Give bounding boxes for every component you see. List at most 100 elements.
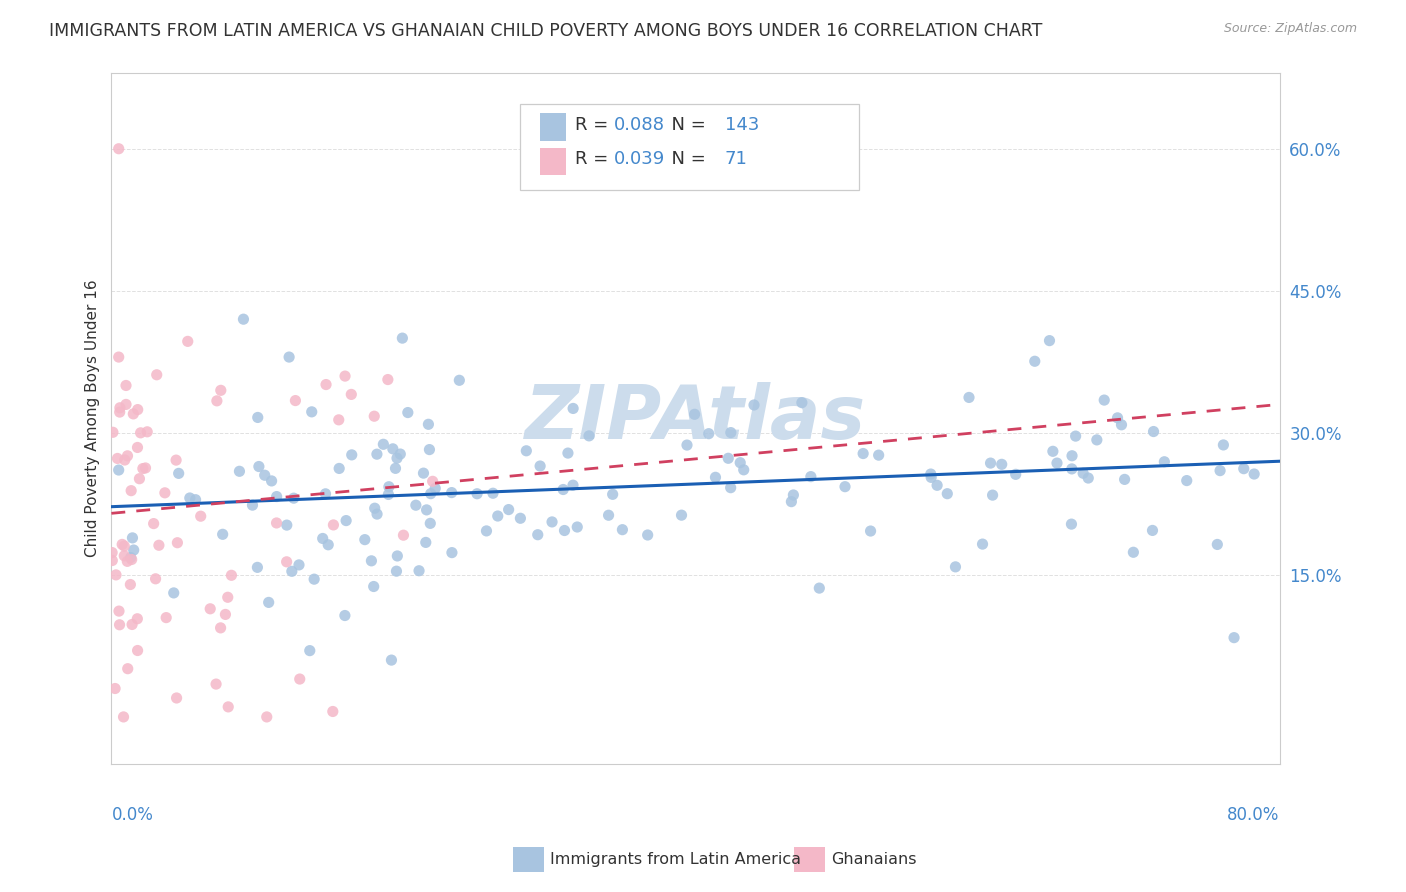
Text: ZIPAtlas: ZIPAtlas: [524, 382, 866, 455]
Point: [957, 391, 980, 405]
Point: [557, 446, 579, 460]
Text: 80.0%: 80.0%: [1227, 805, 1279, 823]
Point: [246, 560, 269, 574]
Point: [117, 554, 139, 568]
FancyBboxPatch shape: [520, 104, 859, 191]
Point: [120, 550, 142, 565]
Point: [720, 481, 742, 495]
Text: R =: R =: [575, 116, 614, 134]
Point: [278, 350, 301, 364]
Point: [104, 567, 127, 582]
Point: [302, 572, 325, 586]
Point: [790, 395, 813, 409]
Point: [316, 538, 339, 552]
Point: [465, 487, 488, 501]
Point: [288, 672, 311, 686]
Point: [1233, 461, 1256, 475]
Point: [166, 535, 188, 549]
Point: [385, 564, 408, 578]
Point: [276, 518, 298, 533]
Point: [380, 653, 402, 667]
Point: [671, 508, 693, 523]
Point: [322, 705, 344, 719]
Point: [217, 591, 239, 605]
Point: [742, 398, 765, 412]
Point: [602, 487, 624, 501]
Point: [145, 368, 167, 382]
Text: IMMIGRANTS FROM LATIN AMERICA VS GHANAIAN CHILD POVERTY AMONG BOYS UNDER 16 CORR: IMMIGRANTS FROM LATIN AMERICA VS GHANAIA…: [49, 22, 1043, 40]
Point: [115, 397, 138, 411]
Point: [541, 515, 564, 529]
Point: [567, 520, 589, 534]
Point: [1243, 467, 1265, 481]
Point: [127, 612, 149, 626]
Point: [389, 447, 412, 461]
Point: [733, 463, 755, 477]
Point: [101, 545, 124, 559]
Point: [107, 142, 129, 156]
Text: 143: 143: [724, 116, 759, 134]
Point: [142, 516, 165, 531]
Point: [108, 405, 131, 419]
Point: [209, 384, 232, 398]
Point: [315, 377, 337, 392]
Point: [419, 516, 441, 531]
Point: [122, 543, 145, 558]
Point: [405, 498, 427, 512]
Point: [145, 572, 167, 586]
Point: [697, 426, 720, 441]
Point: [418, 417, 440, 432]
Point: [920, 467, 942, 481]
Point: [387, 549, 409, 563]
Point: [101, 553, 124, 567]
Point: [322, 517, 344, 532]
Point: [981, 488, 1004, 502]
Point: [217, 699, 239, 714]
Point: [377, 373, 399, 387]
Point: [129, 425, 152, 440]
Point: [449, 373, 471, 387]
Point: [1175, 474, 1198, 488]
Point: [360, 554, 382, 568]
Point: [425, 481, 447, 495]
Point: [364, 501, 387, 516]
Point: [242, 498, 264, 512]
Point: [298, 643, 321, 657]
Point: [221, 568, 243, 582]
Point: [396, 405, 419, 419]
Point: [598, 508, 620, 523]
Point: [1111, 417, 1133, 432]
Point: [104, 681, 127, 696]
Point: [107, 451, 129, 466]
Point: [415, 503, 437, 517]
Point: [377, 487, 399, 501]
Point: [121, 617, 143, 632]
Point: [529, 458, 551, 473]
Point: [1060, 462, 1083, 476]
Text: N =: N =: [661, 151, 717, 169]
Point: [120, 577, 142, 591]
Point: [115, 378, 138, 392]
Point: [127, 402, 149, 417]
Point: [440, 546, 463, 560]
Point: [148, 538, 170, 552]
Point: [378, 480, 401, 494]
Point: [1107, 410, 1129, 425]
Point: [612, 523, 634, 537]
Point: [121, 531, 143, 545]
Point: [281, 564, 304, 578]
Point: [852, 446, 875, 460]
Text: R =: R =: [575, 151, 614, 169]
Point: [780, 494, 803, 508]
Point: [526, 527, 548, 541]
Point: [1085, 433, 1108, 447]
Point: [1142, 425, 1164, 439]
Text: 0.0%: 0.0%: [111, 805, 153, 823]
Point: [920, 470, 942, 484]
Point: [127, 441, 149, 455]
Point: [260, 474, 283, 488]
Point: [301, 405, 323, 419]
Bar: [540, 113, 565, 141]
Point: [179, 491, 201, 505]
Text: Ghanaians: Ghanaians: [831, 853, 917, 867]
